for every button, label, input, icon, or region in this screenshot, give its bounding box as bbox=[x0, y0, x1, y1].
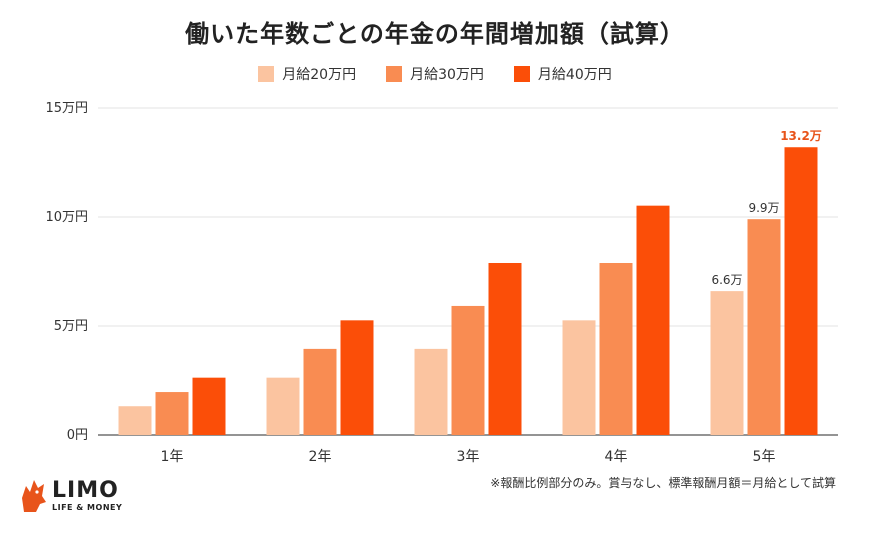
chart-legend: 月給20万円 月給30万円 月給40万円 bbox=[0, 64, 870, 84]
chart-title: 働いた年数ごとの年金の年間増加額（試算） bbox=[185, 20, 685, 48]
bar bbox=[599, 262, 633, 435]
bar bbox=[192, 377, 226, 435]
bar bbox=[303, 348, 337, 435]
y-tick-label: 0円 bbox=[67, 428, 88, 443]
bar bbox=[562, 320, 596, 435]
bar bbox=[266, 377, 300, 435]
legend-label: 月給30万円 bbox=[410, 67, 484, 83]
x-tick-label: 4年 bbox=[605, 449, 628, 465]
footnote: ※報酬比例部分のみ。賞与なし、標準報酬月額＝月給として試算 bbox=[490, 476, 836, 490]
legend-item-salary-40: 月給40万円 bbox=[513, 64, 612, 84]
bar bbox=[784, 147, 818, 436]
x-tick-label: 1年 bbox=[161, 449, 184, 465]
bar bbox=[340, 320, 374, 435]
legend-item-salary-30: 月給30万円 bbox=[386, 64, 484, 84]
bar bbox=[747, 219, 781, 435]
legend-item-salary-20: 月給20万円 bbox=[258, 64, 356, 84]
legend-swatch bbox=[258, 66, 275, 82]
bar bbox=[155, 392, 189, 435]
logo-name: LIMO bbox=[52, 478, 119, 503]
bar bbox=[118, 406, 152, 435]
fox-icon bbox=[22, 480, 46, 512]
data-label: 13.2万 bbox=[780, 129, 822, 143]
x-tick-label: 3年 bbox=[457, 449, 480, 465]
y-tick-label: 5万円 bbox=[54, 319, 88, 334]
data-label: 6.6万 bbox=[711, 273, 742, 287]
legend-swatch bbox=[513, 66, 530, 82]
limo-logo: LIMO LIFE & MONEY bbox=[20, 478, 122, 514]
y-tick-label: 10万円 bbox=[45, 210, 88, 225]
data-label: 9.9万 bbox=[748, 201, 779, 215]
legend-label: 月給40万円 bbox=[537, 67, 612, 83]
bar bbox=[488, 262, 522, 435]
x-tick-label: 5年 bbox=[753, 449, 776, 465]
y-tick-label: 15万円 bbox=[45, 101, 88, 116]
bar bbox=[636, 205, 670, 435]
logo-tagline: LIFE & MONEY bbox=[52, 503, 123, 512]
legend-swatch bbox=[386, 66, 403, 82]
bar bbox=[710, 291, 744, 435]
bar bbox=[414, 348, 448, 435]
x-tick-label: 2年 bbox=[309, 449, 332, 465]
bar bbox=[451, 305, 485, 435]
legend-label: 月給20万円 bbox=[282, 67, 357, 83]
